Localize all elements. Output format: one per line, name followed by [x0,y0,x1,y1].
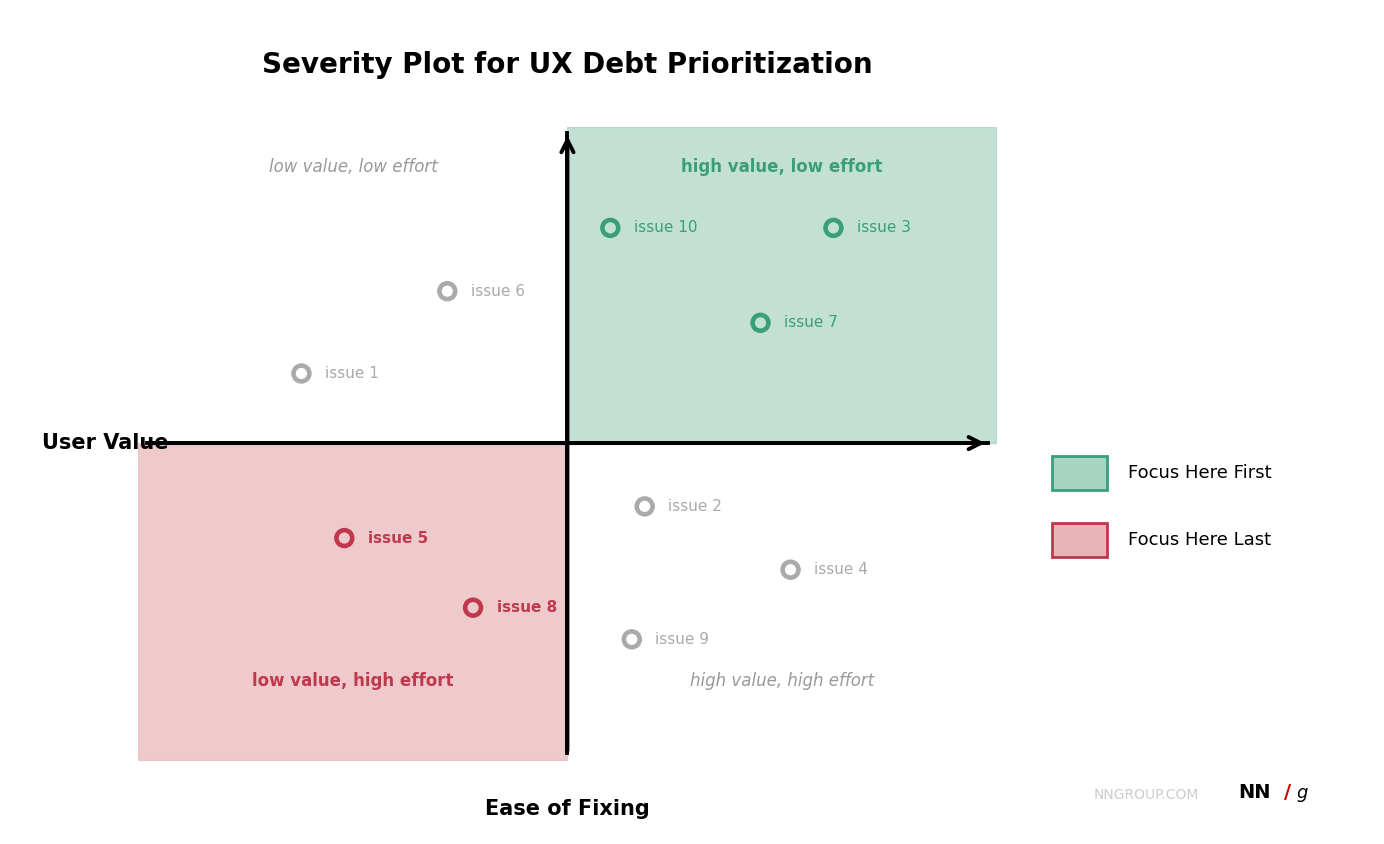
Point [436,284,458,298]
Text: Focus Here Last: Focus Here Last [1128,531,1271,549]
Text: issue 5: issue 5 [368,531,428,545]
Point [334,532,356,545]
Text: issue 7: issue 7 [785,316,837,330]
Text: issue 1: issue 1 [325,366,379,381]
Point [291,366,313,380]
Point [822,221,844,235]
Text: User Value: User Value [42,433,167,453]
Point [750,316,772,329]
Text: Ease of Fixing: Ease of Fixing [484,798,650,819]
Text: issue 10: issue 10 [634,220,698,235]
Point [634,500,656,513]
Text: Focus Here First: Focus Here First [1128,463,1272,482]
Text: issue 3: issue 3 [857,220,911,235]
Text: /: / [1284,782,1291,802]
Point [599,221,621,235]
Text: low value, high effort: low value, high effort [252,672,454,690]
Text: NNGROUP.COM: NNGROUP.COM [1093,787,1199,802]
Text: low value, low effort: low value, low effort [268,158,437,176]
Text: issue 8: issue 8 [497,600,556,615]
Text: NN: NN [1239,782,1271,802]
Text: high value, low effort: high value, low effort [681,158,883,176]
Text: high value, high effort: high value, high effort [689,672,875,690]
Text: g: g [1297,784,1308,802]
Point [462,601,484,614]
Text: issue 9: issue 9 [656,632,710,647]
Point [620,633,642,647]
Point [779,563,801,576]
Text: Severity Plot for UX Debt Prioritization: Severity Plot for UX Debt Prioritization [262,51,873,78]
Text: issue 6: issue 6 [471,284,525,299]
Text: issue 4: issue 4 [814,562,868,577]
Text: issue 2: issue 2 [668,499,722,514]
